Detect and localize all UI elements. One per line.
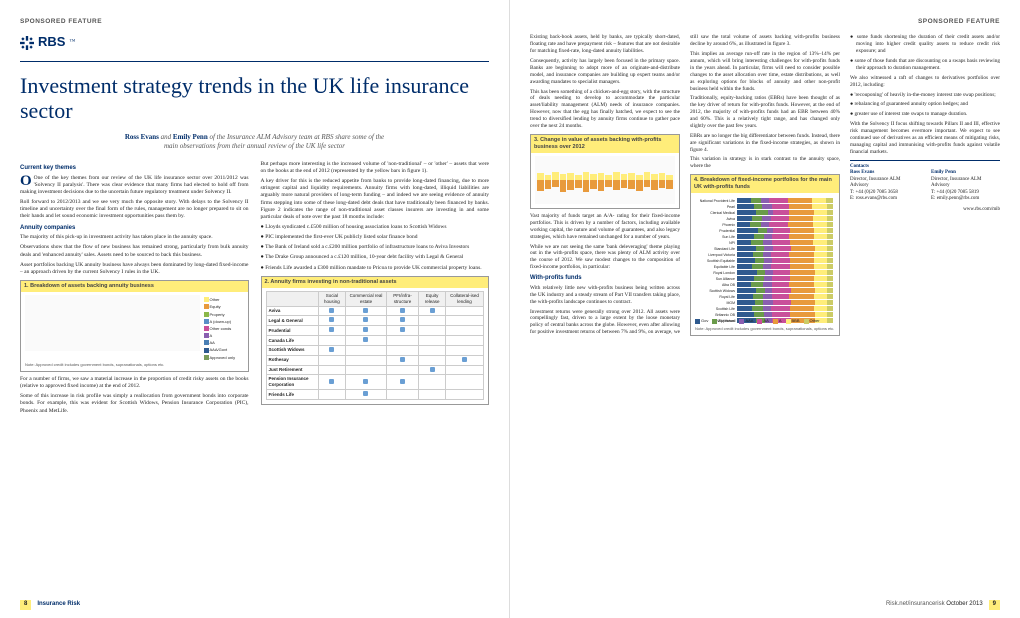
body-columns-right: Existing back-book assets, held by banks… — [530, 34, 1000, 336]
footer-left: 8 Insurance Risk — [20, 600, 489, 610]
chart-4-area: National Provident LifePearlClerical Med… — [695, 196, 835, 316]
sponsor-label-right: SPONSORED FEATURE — [530, 18, 1000, 26]
chart-3-title: 3. Change in value of assets backing wit… — [531, 135, 679, 153]
body-columns-left: Current key themes OOne of the key theme… — [20, 161, 489, 415]
para: This variation in strategy is in stark c… — [690, 156, 840, 170]
page-right: SPONSORED FEATURE Existing back-book ass… — [510, 0, 1020, 618]
para: This implies an average run-off rate in … — [690, 51, 840, 92]
chart-3: 3. Change in value of assets backing wit… — [530, 134, 680, 209]
rbs-logo-text: RBS — [38, 34, 65, 51]
para: Consequently, activity has largely been … — [530, 58, 680, 86]
para-credit-note: For a number of firms, we saw a material… — [20, 376, 249, 390]
chart-1-title: 1. Breakdown of assets backing annuity b… — [21, 281, 248, 292]
para: Some of this increase in risk profile wa… — [20, 393, 249, 414]
para: With the Solvency II focus shifting towa… — [850, 121, 1000, 155]
section-annuity: Annuity companies — [20, 225, 249, 233]
para: OOne of the key themes from our review o… — [20, 175, 249, 196]
para: Traditionally, equity-backing ratios (EB… — [690, 95, 840, 129]
para: The majority of this pick-up in investme… — [20, 234, 249, 241]
chart-1-note: Note: Approved credit includes governmen… — [25, 362, 244, 367]
para: Roll forward to 2012/2013 and we see ver… — [20, 199, 249, 220]
contacts-box: Contacts Ross EvansDirector, Insurance A… — [850, 160, 1000, 214]
chart-4-title: 4. Breakdown of fixed-income portfolios … — [691, 175, 839, 193]
footer-right: Risk.net/insurancerisk October 2013 9 — [530, 600, 1000, 610]
para: Asset portfolios backing UK annuity busi… — [20, 262, 249, 276]
deriv-bullet-list: ● 'recouponing' of heavily in-the-money … — [850, 92, 1000, 119]
para: Vast majority of funds target an A/A- ra… — [530, 213, 680, 241]
para: Existing back-book assets, held by banks… — [530, 34, 680, 55]
headline: Investment strategy trends in the UK lif… — [20, 74, 489, 122]
section-current-themes: Current key themes — [20, 165, 249, 173]
bullet-list: ● Lloyds syndicated c.£500 million of ho… — [261, 224, 490, 272]
chart-3-area — [535, 156, 675, 204]
byline: Ross Evans and Emily Penn of the Insuran… — [20, 133, 489, 151]
para: We also witnessed a raft of changes to d… — [850, 75, 1000, 89]
para: EBRs are no longer the big differentiato… — [690, 133, 840, 154]
chart-1: 1. Breakdown of assets backing annuity b… — [20, 280, 249, 372]
spread: SPONSORED FEATURE RBS ™ Investment strat… — [0, 0, 1020, 618]
rbs-logo-icon — [20, 36, 34, 50]
chart-4: 4. Breakdown of fixed-income portfolios … — [690, 174, 840, 336]
chart-4-note: Note: Approved credit includes governmen… — [695, 326, 835, 331]
section-wp: With-profits funds — [530, 275, 680, 283]
para: With relatively little new with-profits … — [530, 285, 680, 306]
footer-site: Risk.net/insurancerisk — [886, 601, 945, 609]
chart-4-legend: GovApprovedAAAAAABBBOther — [695, 318, 835, 323]
chart-2-title: 2. Annuity firms investing in non-tradit… — [262, 277, 489, 288]
rbs-logo: RBS ™ — [20, 34, 489, 51]
sponsor-label-left: SPONSORED FEATURE — [20, 18, 489, 26]
page-left: SPONSORED FEATURE RBS ™ Investment strat… — [0, 0, 510, 618]
contacts-web: www.rbs.com/mib — [850, 207, 1000, 214]
para: Observations show that the flow of new b… — [20, 244, 249, 258]
chart-1-area — [25, 295, 200, 351]
chart-2-table: Social housingCommercial real estatePFI/… — [266, 291, 485, 400]
footer-date: October 2013 — [946, 601, 982, 609]
wp-bullet-list: ● some funds shortening the duration of … — [850, 34, 1000, 71]
footer-pub: Insurance Risk — [37, 601, 80, 609]
page-number-right: 9 — [989, 600, 1000, 610]
para: But perhaps more interesting is the incr… — [261, 161, 490, 175]
contacts-grid: Ross EvansDirector, Insurance ALM Adviso… — [850, 170, 1000, 203]
para: While we are not seeing the same 'bank d… — [530, 244, 680, 272]
para: This has been something of a chicken-and… — [530, 89, 680, 130]
para: A key driver for this is the reduced app… — [261, 178, 490, 221]
chart-1-legend: OtherEquityPropertyA (down-up)Other cond… — [204, 297, 244, 360]
page-number-left: 8 — [20, 600, 31, 610]
header-rule — [20, 61, 489, 62]
chart-2: 2. Annuity firms investing in non-tradit… — [261, 276, 490, 405]
